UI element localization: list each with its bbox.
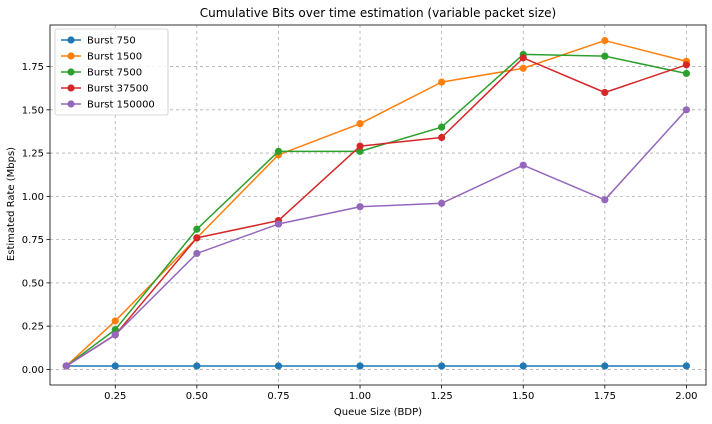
- legend: Burst 750 Burst 1500 Burst 7500 Burst 37500…: [54, 28, 169, 116]
- series-3: [62, 50, 691, 370]
- data-point: [356, 142, 364, 150]
- data-point: [193, 249, 201, 258]
- data-point: [519, 161, 527, 169]
- x-tick-label: 1.00: [349, 391, 371, 402]
- legend-label: Burst 750: [87, 36, 136, 47]
- data-point: [519, 64, 527, 72]
- data-point: [356, 120, 364, 128]
- x-tick-label: 2.00: [675, 391, 697, 402]
- data-point: [356, 147, 364, 155]
- data-point: [438, 133, 446, 142]
- data-point: [438, 362, 446, 370]
- data-point: [111, 317, 119, 325]
- data-point: [62, 362, 70, 370]
- y-axis-ticks: 0.00 0.25 0.50 0.75 1.00 1.25 1.50 1.75: [22, 62, 50, 376]
- legend-item: Burst 150000: [61, 100, 155, 111]
- data-point: [601, 88, 609, 97]
- data-point: [356, 203, 364, 211]
- data-point: [601, 52, 609, 60]
- data-point: [601, 196, 609, 204]
- data-point: [682, 362, 691, 370]
- y-tick-label: 1.75: [22, 62, 44, 73]
- data-point: [519, 54, 527, 62]
- legend-item: Burst 750: [61, 36, 136, 47]
- data-point: [601, 36, 609, 45]
- data-point: [682, 69, 691, 78]
- legend-item: Burst 7500: [61, 68, 142, 79]
- data-point: [274, 220, 283, 228]
- legend-label: Burst 150000: [87, 100, 155, 111]
- y-tick-label: 0.50: [22, 278, 44, 289]
- legend-label: Burst 7500: [87, 68, 142, 79]
- data-point: [601, 362, 609, 370]
- data-point: [193, 362, 201, 370]
- x-tick-label: 1.50: [512, 391, 534, 402]
- data-point: [274, 362, 283, 370]
- legend-label: Burst 37500: [87, 84, 148, 95]
- data-point: [438, 123, 446, 131]
- data-point: [519, 362, 527, 370]
- y-tick-label: 1.50: [22, 105, 44, 116]
- y-tick-label: 1.25: [22, 149, 44, 160]
- legend-item: Burst 37500: [61, 84, 148, 95]
- legend-label: Burst 1500: [87, 52, 142, 63]
- legend-marker: [67, 52, 75, 60]
- data-point: [438, 199, 446, 207]
- plot-frame: [49, 24, 707, 386]
- data-point: [193, 225, 201, 233]
- data-point: [274, 147, 283, 155]
- x-tick-label: 0.75: [267, 391, 289, 402]
- x-tick-label: 0.25: [104, 391, 126, 402]
- series-5: [62, 106, 691, 370]
- data-point: [682, 106, 691, 114]
- y-tick-label: 0.00: [22, 365, 44, 376]
- legend-marker: [67, 100, 75, 108]
- legend-item: Burst 1500: [61, 52, 142, 63]
- data-point: [193, 234, 201, 242]
- data-point: [356, 362, 364, 370]
- legend-marker: [67, 36, 75, 44]
- x-tick-label: 1.75: [594, 391, 616, 402]
- legend-marker: [67, 68, 75, 76]
- x-axis-title: Queue Size (BDP): [334, 407, 422, 418]
- data-point: [682, 61, 691, 69]
- series-layer: [62, 36, 691, 370]
- legend-box: [54, 28, 169, 116]
- chart-title: Cumulative Bits over time estimation (va…: [200, 6, 557, 20]
- data-point: [111, 362, 119, 370]
- x-tick-label: 0.50: [186, 391, 208, 402]
- y-tick-label: 1.00: [22, 192, 44, 203]
- y-tick-label: 0.75: [22, 235, 44, 246]
- x-axis-ticks: 0.25 0.50 0.75 1.00 1.25 1.50 1.75 2.00: [104, 385, 698, 402]
- legend-marker: [67, 84, 75, 92]
- x-tick-label: 1.25: [431, 391, 453, 402]
- y-tick-label: 0.25: [22, 322, 44, 333]
- data-point: [111, 331, 119, 339]
- y-axis-title: Estimated Rate (Mbps): [6, 147, 17, 261]
- data-point: [111, 326, 119, 334]
- data-point: [438, 78, 446, 86]
